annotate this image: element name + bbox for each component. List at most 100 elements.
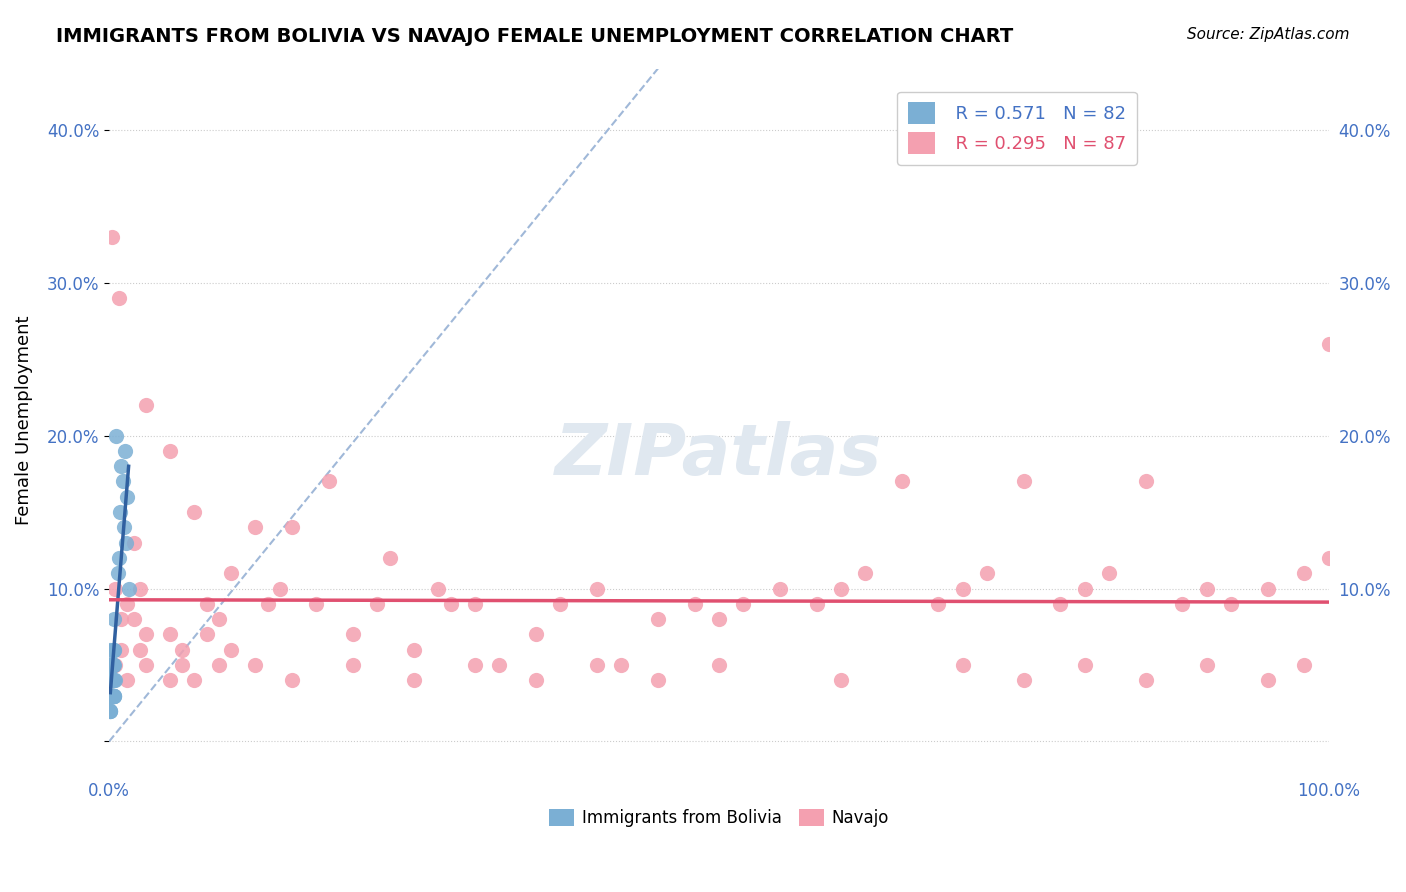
Navajo: [117, 597, 139, 611]
Legend: Immigrants from Bolivia, Navajo: Immigrants from Bolivia, Navajo: [541, 803, 896, 834]
Immigrants from Bolivia: [103, 612, 125, 626]
Navajo: [281, 520, 304, 534]
Immigrants from Bolivia: [100, 673, 122, 688]
Immigrants from Bolivia: [100, 658, 122, 673]
Navajo: [952, 582, 974, 596]
Navajo: [1171, 597, 1194, 611]
Navajo: [952, 658, 974, 673]
Immigrants from Bolivia: [98, 689, 121, 703]
Immigrants from Bolivia: [101, 658, 124, 673]
Immigrants from Bolivia: [98, 689, 121, 703]
Immigrants from Bolivia: [100, 658, 122, 673]
Navajo: [853, 566, 876, 581]
Navajo: [172, 642, 194, 657]
Immigrants from Bolivia: [103, 673, 125, 688]
Navajo: [1257, 582, 1279, 596]
Navajo: [219, 566, 242, 581]
Navajo: [342, 627, 364, 641]
Navajo: [488, 658, 510, 673]
Navajo: [159, 627, 181, 641]
Immigrants from Bolivia: [112, 520, 135, 534]
Immigrants from Bolivia: [101, 689, 124, 703]
Navajo: [647, 612, 669, 626]
Immigrants from Bolivia: [101, 689, 124, 703]
Navajo: [890, 475, 912, 489]
Navajo: [269, 582, 291, 596]
Immigrants from Bolivia: [100, 673, 122, 688]
Navajo: [464, 658, 486, 673]
Navajo: [610, 658, 633, 673]
Immigrants from Bolivia: [101, 689, 124, 703]
Immigrants from Bolivia: [110, 459, 132, 474]
Navajo: [108, 291, 131, 305]
Immigrants from Bolivia: [100, 673, 122, 688]
Navajo: [647, 673, 669, 688]
Immigrants from Bolivia: [98, 673, 121, 688]
Immigrants from Bolivia: [98, 673, 121, 688]
Immigrants from Bolivia: [117, 582, 139, 596]
Immigrants from Bolivia: [98, 673, 121, 688]
Immigrants from Bolivia: [111, 475, 134, 489]
Immigrants from Bolivia: [100, 658, 122, 673]
Navajo: [830, 673, 852, 688]
Text: ZIPatlas: ZIPatlas: [555, 421, 883, 490]
Navajo: [366, 597, 388, 611]
Immigrants from Bolivia: [101, 658, 124, 673]
Immigrants from Bolivia: [101, 658, 124, 673]
Immigrants from Bolivia: [98, 658, 121, 673]
Immigrants from Bolivia: [100, 658, 122, 673]
Immigrants from Bolivia: [103, 642, 125, 657]
Immigrants from Bolivia: [101, 689, 124, 703]
Navajo: [1294, 658, 1316, 673]
Immigrants from Bolivia: [100, 658, 122, 673]
Navajo: [1012, 673, 1035, 688]
Immigrants from Bolivia: [101, 658, 124, 673]
Immigrants from Bolivia: [100, 673, 122, 688]
Navajo: [1294, 566, 1316, 581]
Navajo: [976, 566, 998, 581]
Immigrants from Bolivia: [98, 673, 121, 688]
Navajo: [1317, 336, 1340, 351]
Immigrants from Bolivia: [100, 689, 122, 703]
Navajo: [830, 582, 852, 596]
Immigrants from Bolivia: [101, 642, 124, 657]
Immigrants from Bolivia: [98, 673, 121, 688]
Navajo: [135, 398, 157, 412]
Immigrants from Bolivia: [108, 550, 131, 565]
Navajo: [128, 642, 150, 657]
Immigrants from Bolivia: [107, 566, 129, 581]
Immigrants from Bolivia: [100, 658, 122, 673]
Immigrants from Bolivia: [101, 689, 124, 703]
Navajo: [110, 642, 132, 657]
Immigrants from Bolivia: [98, 673, 121, 688]
Immigrants from Bolivia: [98, 689, 121, 703]
Immigrants from Bolivia: [101, 689, 124, 703]
Immigrants from Bolivia: [104, 673, 127, 688]
Immigrants from Bolivia: [98, 704, 121, 718]
Navajo: [183, 505, 205, 519]
Immigrants from Bolivia: [101, 673, 124, 688]
Navajo: [1049, 597, 1071, 611]
Immigrants from Bolivia: [100, 673, 122, 688]
Immigrants from Bolivia: [98, 673, 121, 688]
Immigrants from Bolivia: [101, 658, 124, 673]
Immigrants from Bolivia: [114, 443, 136, 458]
Navajo: [927, 597, 949, 611]
Navajo: [683, 597, 706, 611]
Navajo: [806, 597, 828, 611]
Immigrants from Bolivia: [101, 658, 124, 673]
Navajo: [707, 658, 730, 673]
Navajo: [245, 658, 267, 673]
Immigrants from Bolivia: [100, 658, 122, 673]
Navajo: [586, 582, 609, 596]
Immigrants from Bolivia: [98, 689, 121, 703]
Navajo: [110, 612, 132, 626]
Navajo: [1012, 475, 1035, 489]
Navajo: [100, 229, 122, 244]
Immigrants from Bolivia: [100, 673, 122, 688]
Navajo: [104, 658, 127, 673]
Immigrants from Bolivia: [101, 689, 124, 703]
Immigrants from Bolivia: [100, 658, 122, 673]
Immigrants from Bolivia: [98, 642, 121, 657]
Immigrants from Bolivia: [98, 673, 121, 688]
